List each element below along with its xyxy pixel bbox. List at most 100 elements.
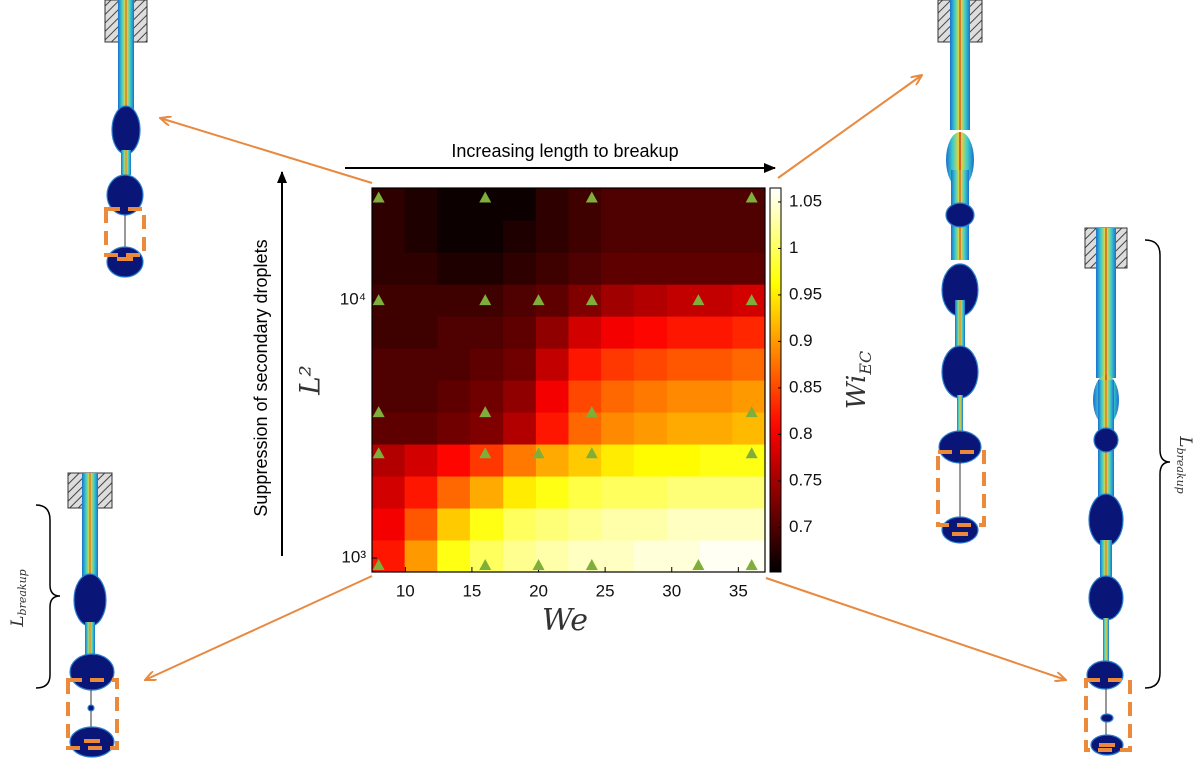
heatmap-cell (667, 508, 701, 541)
heatmap-cell (732, 476, 766, 509)
heatmap-cell (503, 284, 537, 317)
heatmap-cell (699, 188, 733, 221)
heatmap-cell (732, 412, 766, 445)
heatmap-cell (601, 316, 635, 349)
heatmap-cell (568, 316, 602, 349)
breakup-label: Lbreakup (8, 569, 30, 627)
heatmap-cell (667, 252, 701, 285)
heatmap-cell (699, 348, 733, 381)
heatmap-cell (535, 252, 569, 285)
data-point (372, 558, 385, 570)
heatmap-cell (568, 380, 602, 413)
heatmap-cell (404, 476, 438, 509)
heatmap-cell (469, 380, 504, 413)
x-tick-label: 20 (529, 581, 548, 600)
jet-image: Lbreakup (8, 472, 119, 758)
heatmap-cell (535, 316, 569, 349)
x-tick-label: 35 (729, 581, 748, 600)
heatmap-cell (503, 412, 537, 445)
heatmap-cell (469, 444, 504, 477)
heatmap-cell (535, 508, 569, 541)
data-point (479, 406, 492, 418)
heatmap-cell (535, 412, 569, 445)
heatmap-cell (568, 348, 602, 381)
jet-image: Lbreakup (1084, 227, 1196, 756)
colorbar-tick-label: 1 (789, 238, 798, 257)
heatmap-cell (633, 412, 668, 445)
heatmap-cell (503, 348, 537, 381)
heatmap-cell (699, 412, 733, 445)
heatmap-cell (437, 188, 471, 221)
x-tick-label: 30 (662, 581, 681, 600)
heatmap-cell (503, 220, 537, 253)
heatmap-cell (404, 380, 438, 413)
heatmap-cell (535, 348, 569, 381)
colorbar-tick-label: 0.75 (789, 470, 822, 489)
data-point (585, 294, 598, 306)
heatmap-cell (503, 316, 537, 349)
heatmap-cell (535, 380, 569, 413)
heatmap-cell (601, 220, 635, 253)
heatmap-cell (469, 348, 504, 381)
heatmap-cell (437, 412, 471, 445)
heatmap-cell (372, 412, 406, 445)
heatmap-cell (437, 539, 471, 573)
x-tick-label: 25 (596, 581, 615, 600)
heatmap-cell (469, 508, 504, 541)
colorbar-label: WiEC (842, 351, 875, 410)
heatmap-cell (372, 348, 406, 381)
heatmap-cell (372, 508, 406, 541)
heatmap-cell (404, 220, 438, 253)
data-point (585, 406, 598, 418)
arrow (777, 75, 922, 179)
data-point (745, 191, 758, 203)
data-point (372, 294, 385, 306)
y-tick-label: 10⁴ (340, 290, 366, 309)
heatmap-cell (601, 380, 635, 413)
heatmap-cell (633, 188, 668, 221)
breakup-label: Lbreakup (1174, 435, 1196, 493)
heatmap-cell (372, 188, 406, 221)
heatmap-cell (601, 539, 635, 573)
heatmap-cell (372, 476, 406, 509)
heatmap-cell (404, 508, 438, 541)
plot-frame (371, 187, 766, 573)
heatmap-cell (732, 348, 766, 381)
heatmap-cell (437, 380, 471, 413)
heatmap-cell (437, 444, 471, 477)
heatmap-cell (437, 348, 471, 381)
data-point (745, 294, 758, 306)
heatmap-cell (568, 476, 602, 509)
heatmap-cell (732, 508, 766, 541)
data-point (479, 294, 492, 306)
data-point (585, 447, 598, 459)
heatmap-cell (633, 220, 668, 253)
heatmap-cell (667, 284, 701, 317)
heatmap-cell (633, 508, 668, 541)
data-point (745, 447, 758, 459)
colorbar-tick-label: 0.85 (789, 377, 822, 396)
heatmap-cell (568, 284, 602, 317)
data-point (372, 406, 385, 418)
heatmap-cell (667, 476, 701, 509)
heatmap-cell (437, 284, 471, 317)
data-point (479, 447, 492, 459)
heatmap-cell (437, 220, 471, 253)
heatmap-cell (667, 412, 701, 445)
y-tick-label: 10³ (341, 548, 366, 567)
heatmap-cell (667, 220, 701, 253)
heatmap-cell (503, 188, 537, 221)
data-point (585, 191, 598, 203)
heatmap-cell (568, 412, 602, 445)
arrow (160, 118, 373, 184)
x-axis-label: We (542, 603, 588, 638)
heatmap-cell (404, 188, 438, 221)
heatmap-cell (667, 444, 701, 477)
heatmap-cell (469, 412, 504, 445)
heatmap-cell (732, 316, 766, 349)
heatmap-cell (601, 476, 635, 509)
heatmap-cell (404, 539, 438, 573)
heatmap-cell (503, 252, 537, 285)
heatmap-cell (535, 476, 569, 509)
heatmap-cell (667, 348, 701, 381)
